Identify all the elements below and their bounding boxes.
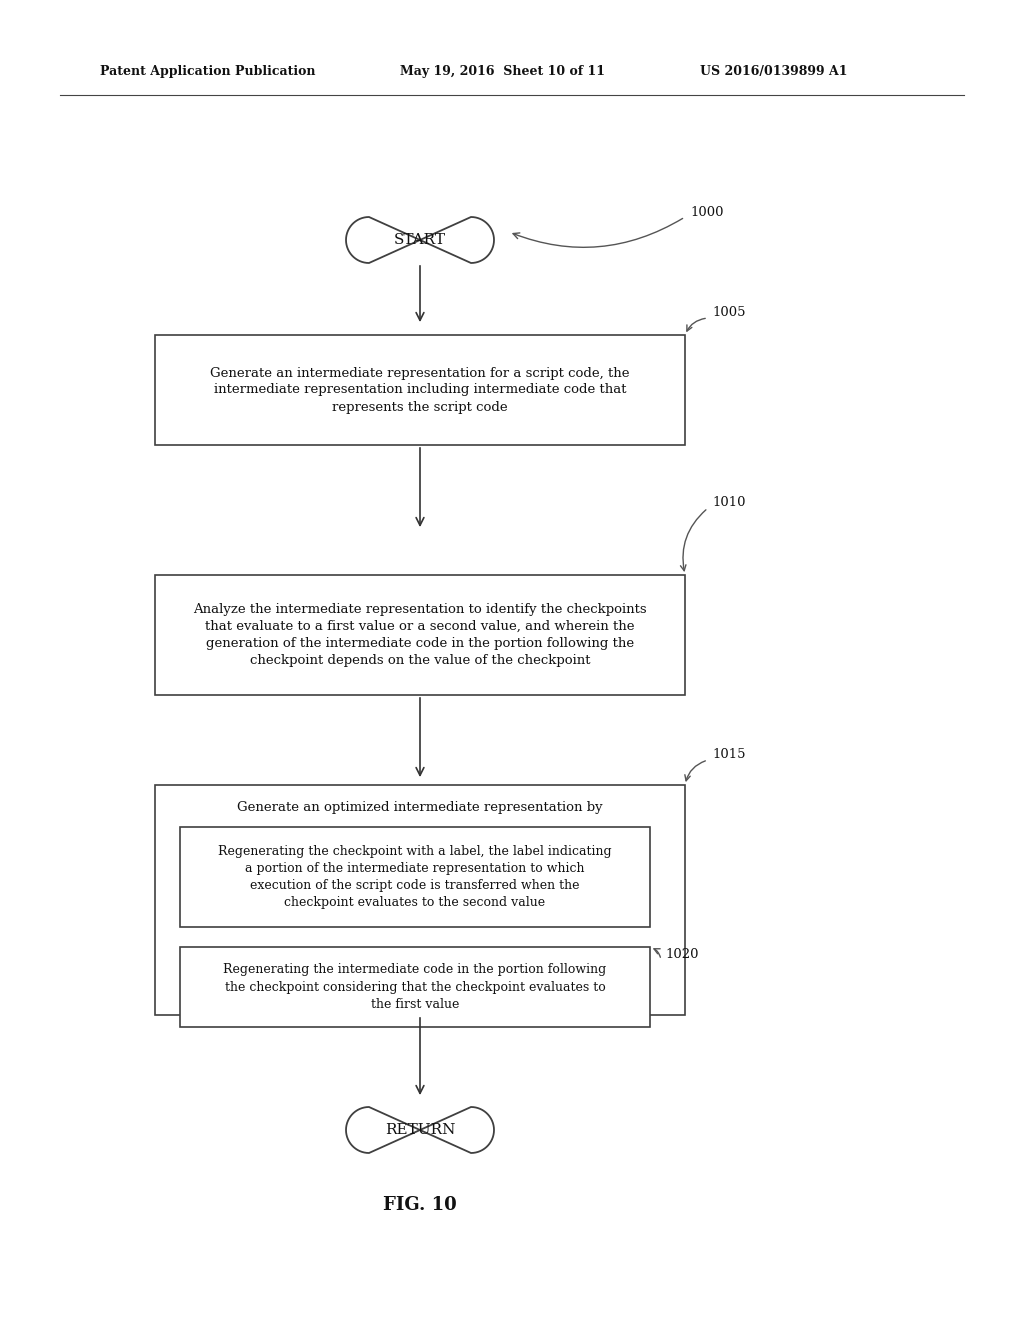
Text: Regenerating the checkpoint with a label, the label indicating
a portion of the : Regenerating the checkpoint with a label… <box>218 845 611 909</box>
Text: Analyze the intermediate representation to identify the checkpoints
that evaluat: Analyze the intermediate representation … <box>194 603 647 667</box>
Bar <box>155 335 685 445</box>
Bar <box>155 576 685 696</box>
Text: Generate an intermediate representation for a script code, the
intermediate repr: Generate an intermediate representation … <box>210 367 630 413</box>
Text: 1000: 1000 <box>690 206 724 219</box>
Text: Generate an optimized intermediate representation by: Generate an optimized intermediate repre… <box>238 800 603 813</box>
Text: Patent Application Publication: Patent Application Publication <box>100 66 315 78</box>
Bar <box>180 828 650 927</box>
PathPatch shape <box>346 216 494 263</box>
Text: FIG. 10: FIG. 10 <box>383 1196 457 1214</box>
Text: RETURN: RETURN <box>385 1123 456 1137</box>
Text: 1015: 1015 <box>712 748 745 762</box>
Text: Regenerating the intermediate code in the portion following
the checkpoint consi: Regenerating the intermediate code in th… <box>223 964 606 1011</box>
Text: 1010: 1010 <box>712 496 745 510</box>
Bar <box>155 785 685 1015</box>
Text: May 19, 2016  Sheet 10 of 11: May 19, 2016 Sheet 10 of 11 <box>400 66 605 78</box>
Text: US 2016/0139899 A1: US 2016/0139899 A1 <box>700 66 848 78</box>
Text: 1020: 1020 <box>665 949 698 961</box>
Bar <box>180 946 650 1027</box>
PathPatch shape <box>346 1107 494 1152</box>
Text: 1005: 1005 <box>712 306 745 319</box>
Text: START: START <box>394 234 446 247</box>
